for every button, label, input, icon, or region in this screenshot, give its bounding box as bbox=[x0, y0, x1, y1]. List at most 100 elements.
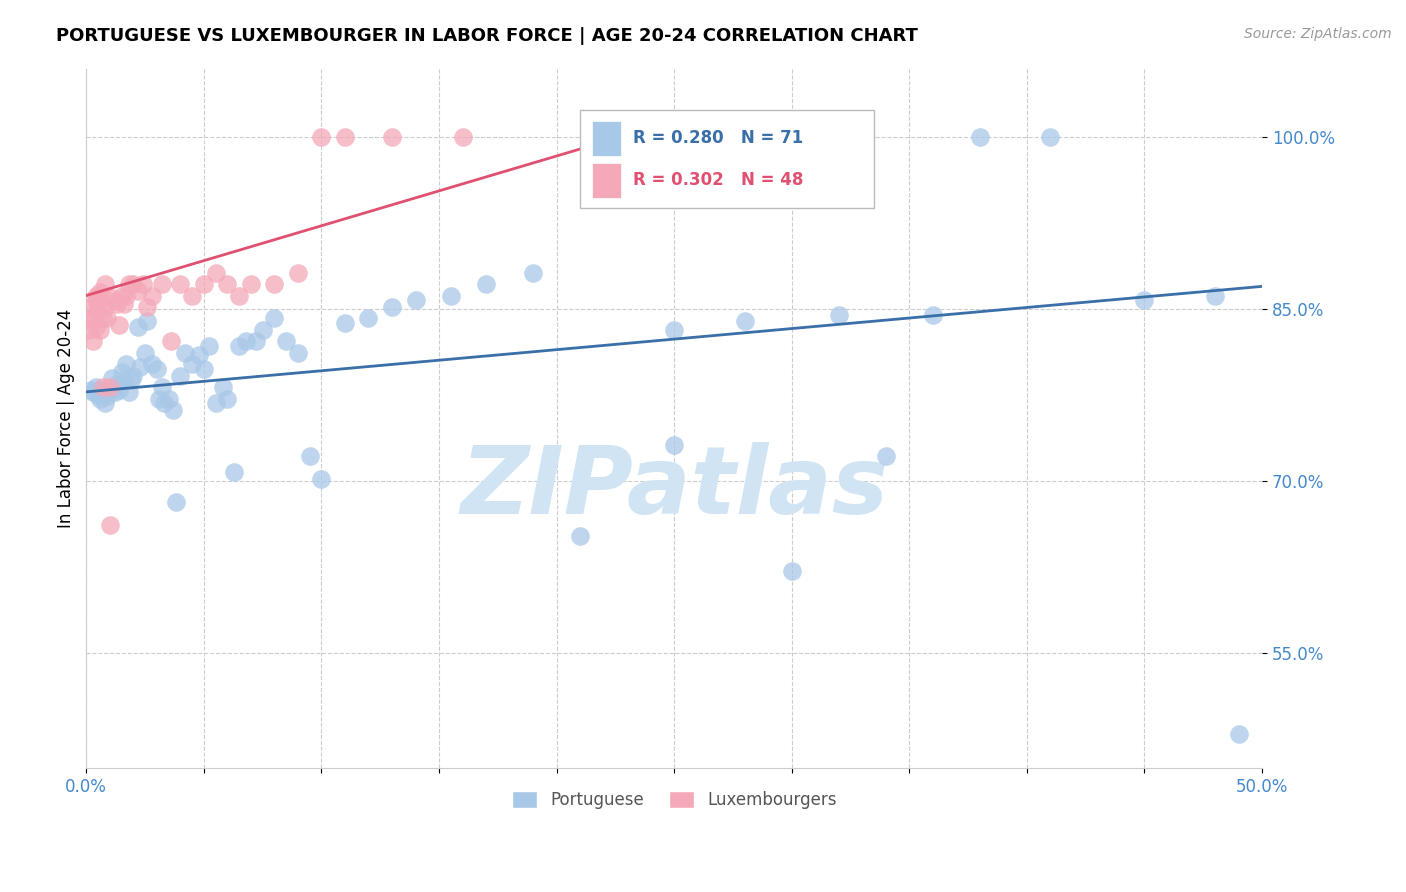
Point bbox=[1133, 293, 1156, 307]
Point bbox=[98, 517, 121, 532]
Point bbox=[134, 346, 156, 360]
Point bbox=[333, 316, 356, 330]
Point bbox=[115, 357, 138, 371]
Point bbox=[89, 285, 111, 299]
Point bbox=[263, 311, 285, 326]
Point bbox=[132, 277, 155, 291]
Point bbox=[84, 380, 107, 394]
Point bbox=[84, 293, 107, 307]
Point bbox=[89, 323, 111, 337]
Text: PORTUGUESE VS LUXEMBOURGER IN LABOR FORCE | AGE 20-24 CORRELATION CHART: PORTUGUESE VS LUXEMBOURGER IN LABOR FORC… bbox=[56, 27, 918, 45]
Point bbox=[252, 323, 274, 337]
Point bbox=[82, 311, 104, 326]
Point bbox=[1227, 726, 1250, 740]
Point bbox=[122, 277, 145, 291]
Point bbox=[239, 277, 262, 291]
Point bbox=[80, 311, 103, 326]
Legend: Portuguese, Luxembourgers: Portuguese, Luxembourgers bbox=[505, 784, 844, 815]
Point bbox=[875, 449, 897, 463]
Point bbox=[162, 403, 184, 417]
Point bbox=[311, 472, 333, 486]
Point bbox=[217, 392, 239, 406]
Point bbox=[451, 130, 474, 145]
Point bbox=[224, 465, 246, 479]
Text: ZIPatlas: ZIPatlas bbox=[460, 442, 889, 534]
Point bbox=[197, 339, 219, 353]
Point bbox=[98, 383, 121, 397]
Point bbox=[96, 311, 118, 326]
Point bbox=[440, 288, 463, 302]
Point bbox=[235, 334, 257, 349]
Point bbox=[333, 130, 356, 145]
Point bbox=[98, 380, 121, 394]
Point bbox=[117, 277, 139, 291]
Point bbox=[96, 389, 118, 403]
FancyBboxPatch shape bbox=[581, 111, 875, 209]
Point bbox=[662, 437, 685, 451]
Point bbox=[357, 311, 380, 326]
Point bbox=[84, 288, 107, 302]
Point bbox=[87, 291, 110, 305]
Point bbox=[110, 288, 132, 302]
Point bbox=[1039, 130, 1062, 145]
Point bbox=[662, 323, 685, 337]
Point bbox=[969, 130, 991, 145]
Point bbox=[120, 373, 142, 387]
Point bbox=[211, 380, 233, 394]
Point bbox=[87, 383, 110, 397]
Point bbox=[174, 346, 197, 360]
Point bbox=[84, 319, 107, 334]
Point bbox=[298, 449, 321, 463]
Point bbox=[475, 277, 498, 291]
Point bbox=[136, 300, 159, 314]
Point bbox=[287, 346, 309, 360]
Point bbox=[112, 296, 135, 310]
Point bbox=[87, 300, 110, 314]
Point bbox=[101, 291, 124, 305]
Point bbox=[101, 371, 124, 385]
Point bbox=[136, 314, 159, 328]
Point bbox=[522, 266, 544, 280]
Point bbox=[87, 388, 110, 402]
Point bbox=[103, 384, 125, 399]
Point bbox=[141, 357, 163, 371]
Point bbox=[94, 300, 117, 314]
Point bbox=[127, 319, 149, 334]
Point bbox=[734, 314, 756, 328]
Point bbox=[91, 387, 114, 401]
Point bbox=[405, 293, 427, 307]
Point bbox=[89, 392, 111, 406]
Point bbox=[122, 368, 145, 383]
Point bbox=[150, 277, 173, 291]
Point bbox=[103, 294, 125, 309]
Point bbox=[108, 383, 131, 397]
Text: Source: ZipAtlas.com: Source: ZipAtlas.com bbox=[1244, 27, 1392, 41]
Point bbox=[94, 396, 117, 410]
Point bbox=[165, 495, 187, 509]
FancyBboxPatch shape bbox=[592, 121, 621, 156]
Point bbox=[592, 130, 614, 145]
Point bbox=[148, 392, 170, 406]
Point bbox=[80, 300, 103, 314]
Point bbox=[228, 339, 250, 353]
Point bbox=[82, 334, 104, 349]
Point bbox=[188, 348, 211, 362]
Point bbox=[115, 288, 138, 302]
Point bbox=[112, 373, 135, 387]
Point bbox=[181, 357, 204, 371]
Point bbox=[153, 396, 176, 410]
Point bbox=[169, 277, 191, 291]
Point bbox=[157, 392, 180, 406]
Point bbox=[141, 288, 163, 302]
Text: R = 0.302   N = 48: R = 0.302 N = 48 bbox=[633, 171, 803, 189]
Point bbox=[105, 376, 128, 391]
Point bbox=[91, 380, 114, 394]
Point bbox=[381, 300, 404, 314]
Point bbox=[117, 384, 139, 399]
Point bbox=[146, 362, 169, 376]
Point bbox=[228, 288, 250, 302]
Point bbox=[80, 383, 103, 397]
Point bbox=[828, 308, 851, 322]
Point bbox=[311, 130, 333, 145]
Point bbox=[217, 277, 239, 291]
